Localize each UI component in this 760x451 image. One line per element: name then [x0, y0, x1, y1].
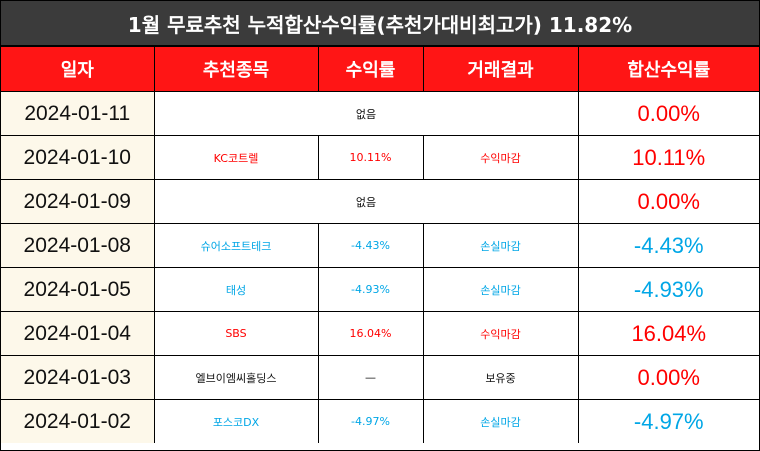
- trade-result-cell: 보유중: [422, 355, 579, 400]
- header-date: 일자: [1, 46, 155, 92]
- stock-name-cell: SBS: [153, 311, 319, 356]
- trade-result-cell: 수익마감: [422, 311, 579, 356]
- sheet-title: 1월 무료추천 누적합산수익률(추천가대비최고가) 11.82%: [1, 1, 759, 46]
- table-row: 2024-01-10 KC코트렐 10.11% 수익마감 10.11%: [1, 135, 759, 180]
- header-result: 거래결과: [422, 46, 579, 92]
- table-row: 2024-01-09 없음 0.00%: [1, 179, 759, 224]
- trade-result-cell: 손실마감: [422, 399, 579, 443]
- date-cell: 2024-01-10: [1, 135, 155, 180]
- total-return-cell: 0.00%: [577, 355, 759, 400]
- total-return-cell: -4.43%: [577, 223, 759, 268]
- header-total: 합산수익률: [577, 46, 759, 92]
- date-cell: 2024-01-11: [1, 91, 155, 136]
- total-return-cell: -4.97%: [577, 399, 759, 443]
- no-recommendation-cell: 없음: [153, 91, 579, 136]
- stock-name-cell: 태성: [153, 267, 319, 312]
- stock-name-cell: 엘브이엠씨홀딩스: [153, 355, 319, 400]
- header-stock: 추천종목: [153, 46, 319, 92]
- total-return-cell: -4.93%: [577, 267, 759, 312]
- date-cell: 2024-01-02: [1, 399, 155, 443]
- stock-name-cell: 슈어소프트테크: [153, 223, 319, 268]
- table-row: 2024-01-04 SBS 16.04% 수익마감 16.04%: [1, 311, 759, 356]
- rate-cell: 10.11%: [317, 135, 424, 180]
- table-row: 2024-01-08 슈어소프트테크 -4.43% 손실마감 -4.43%: [1, 223, 759, 268]
- rate-cell: 16.04%: [317, 311, 424, 356]
- header-rate: 수익률: [317, 46, 424, 92]
- total-return-cell: 0.00%: [577, 179, 759, 224]
- table-row: 2024-01-03 엘브이엠씨홀딩스 — 보유중 0.00%: [1, 355, 759, 400]
- recommendation-table: 일자 추천종목 수익률 거래결과 합산수익률 2024-01-11 없음 0.00%…: [1, 46, 759, 443]
- table-row: 2024-01-11 없음 0.00%: [1, 91, 759, 136]
- rate-cell: —: [317, 355, 424, 400]
- date-cell: 2024-01-03: [1, 355, 155, 400]
- stock-name-cell: KC코트렐: [153, 135, 319, 180]
- date-cell: 2024-01-09: [1, 179, 155, 224]
- total-return-cell: 10.11%: [577, 135, 759, 180]
- total-return-cell: 16.04%: [577, 311, 759, 356]
- trade-result-cell: 수익마감: [422, 135, 579, 180]
- no-recommendation-cell: 없음: [153, 179, 579, 224]
- total-return-cell: 0.00%: [577, 91, 759, 136]
- table-row: 2024-01-05 태성 -4.93% 손실마감 -4.93%: [1, 267, 759, 312]
- trade-result-cell: 손실마감: [422, 267, 579, 312]
- date-cell: 2024-01-05: [1, 267, 155, 312]
- rate-cell: -4.93%: [317, 267, 424, 312]
- rate-cell: -4.97%: [317, 399, 424, 443]
- date-cell: 2024-01-08: [1, 223, 155, 268]
- header-row: 일자 추천종목 수익률 거래결과 합산수익률: [1, 46, 759, 92]
- table-row: 2024-01-02 포스코DX -4.97% 손실마감 -4.97%: [1, 399, 759, 443]
- trade-result-cell: 손실마감: [422, 223, 579, 268]
- table-body: 2024-01-11 없음 0.00% 2024-01-10 KC코트렐 10.11% 수익…: [1, 91, 759, 443]
- rate-cell: -4.43%: [317, 223, 424, 268]
- stock-name-cell: 포스코DX: [153, 399, 319, 443]
- date-cell: 2024-01-04: [1, 311, 155, 356]
